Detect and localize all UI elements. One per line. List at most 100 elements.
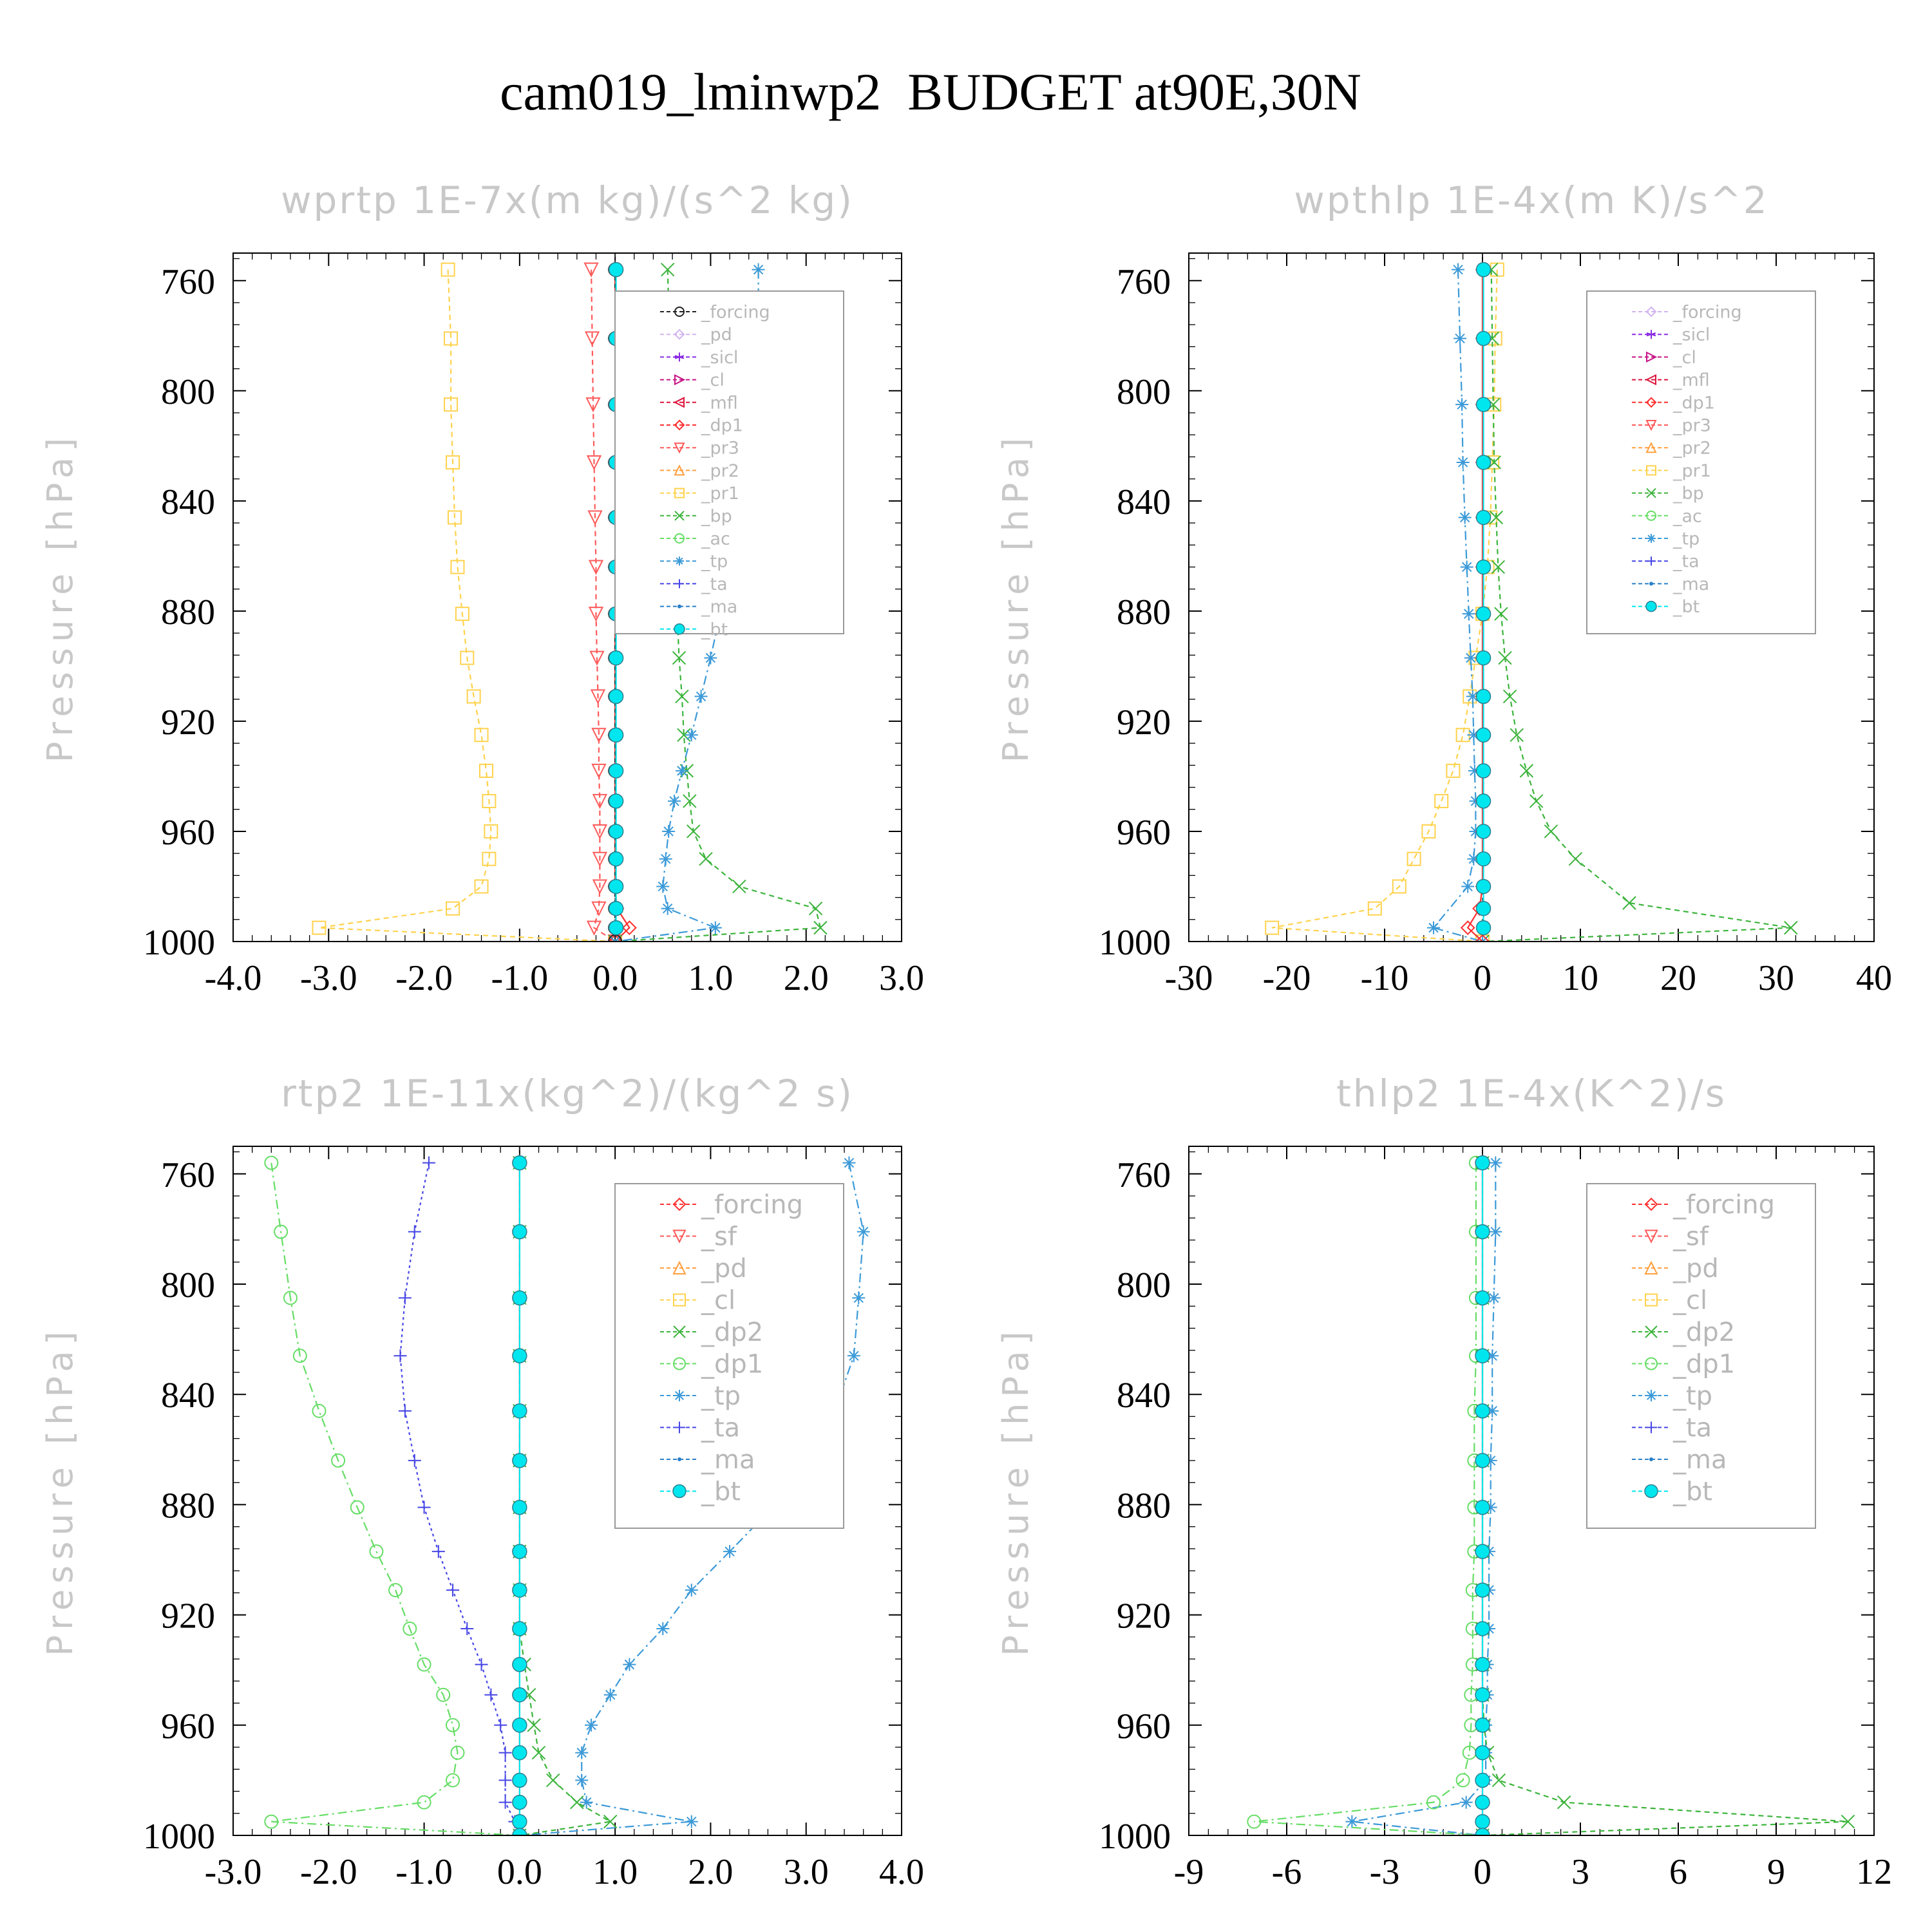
panel-title: thlp2 1E-4x(K^2)/s: [1336, 1072, 1727, 1115]
x-tick-label: 2.0: [784, 958, 829, 998]
legend-label: _pr1: [1672, 461, 1711, 481]
legend-label: _cl: [701, 1286, 735, 1316]
data-point-bp: [660, 262, 675, 277]
legend-label: _tp: [1672, 529, 1700, 549]
data-point-bp: [675, 689, 689, 704]
series-line-dp2: [518, 1162, 612, 1835]
x-tick-label: 12: [1856, 1852, 1892, 1892]
y-tick-label: 800: [161, 1265, 215, 1305]
legend-marker-forcing: [1644, 1197, 1658, 1211]
legend-label: _dp2: [1672, 1318, 1735, 1347]
data-point-dp1: [436, 1687, 451, 1702]
x-tick-label: 40: [1856, 958, 1892, 998]
data-point-pr1: [478, 763, 493, 778]
x-tick-label: 3: [1571, 1852, 1589, 1892]
data-point-bt: [512, 1499, 527, 1515]
legend-label: _pr1: [701, 484, 739, 504]
data-point-bt: [608, 824, 624, 839]
data-point-bp: [1622, 896, 1636, 910]
legend-label: _cl: [1672, 348, 1696, 368]
data-point-pr1: [440, 262, 455, 277]
series-line-pr3: [591, 269, 616, 942]
data-point-dp1: [264, 1814, 279, 1829]
data-point-bt: [1475, 763, 1492, 779]
panel-title: wprtp 1E-7x(m kg)/(s^2 kg): [281, 178, 854, 222]
data-point-bt: [512, 1403, 527, 1419]
data-point-bp: [677, 728, 691, 743]
data-point-tp: [1427, 921, 1440, 934]
legend-marker-ac: [674, 533, 685, 544]
data-point-tp: [1466, 690, 1479, 703]
data-point-tp: [662, 824, 676, 838]
data-point-tp: [1345, 1815, 1359, 1828]
legend-label: _ma: [1672, 1445, 1727, 1475]
data-point-pr1: [448, 510, 462, 525]
x-tick-label: -9: [1174, 1852, 1204, 1892]
x-tick-label: 1.0: [592, 1852, 638, 1892]
data-point-tp: [1456, 455, 1470, 469]
data-point-dp1: [417, 1657, 431, 1672]
data-point-tp: [704, 651, 717, 665]
legend-label: _cl: [1672, 1286, 1707, 1316]
legend-marker-pd: [1644, 1260, 1658, 1274]
legend-marker-ma: [677, 604, 681, 609]
data-point-dp1: [312, 1403, 327, 1418]
legend-marker-ma: [677, 1457, 681, 1461]
data-point-bt: [1475, 1403, 1490, 1419]
data-point-pr1: [474, 879, 489, 894]
y-axis-label: Pressure [hPa]: [40, 1325, 80, 1656]
legend-label: _sf: [701, 1222, 737, 1252]
legend-marker-ta: [674, 1421, 685, 1434]
figure-title: cam019_lminwp2 BUDGET at90E,30N: [500, 62, 1361, 121]
data-point-ta: [417, 1501, 431, 1514]
panel-3: rtp2 1E-11x(kg^2)/(kg^2 s) Pressure [hPa]…: [40, 1072, 924, 1892]
data-point-bt: [512, 1348, 527, 1364]
data-point-dp1: [1460, 920, 1475, 936]
legend-marker-pd: [674, 328, 685, 340]
data-point-tp: [1452, 263, 1464, 276]
legend-label: _dp1: [1672, 1350, 1735, 1379]
y-tick-label: 1000: [143, 923, 215, 963]
data-point-ta: [422, 1156, 435, 1170]
y-tick-label: 920: [1117, 703, 1171, 743]
data-point-dp1: [388, 1583, 403, 1598]
data-point-bt: [1475, 1828, 1490, 1835]
legend-label: _dp1: [701, 1350, 763, 1379]
x-tick-label: 3.0: [784, 1852, 829, 1892]
data-point-pr1: [1446, 763, 1461, 778]
legend-label: _ac: [701, 529, 730, 549]
data-point-bt: [608, 920, 624, 936]
data-point-bt: [608, 727, 624, 743]
y-tick-label: 880: [161, 1486, 215, 1526]
data-point-bt: [1475, 1224, 1490, 1240]
data-point-bt: [1475, 900, 1492, 916]
data-point-bt: [608, 851, 624, 867]
y-tick-label: 920: [161, 703, 215, 743]
data-point-pr1: [444, 331, 459, 346]
data-point-tp: [1486, 1404, 1499, 1417]
data-point-pr3: [588, 607, 604, 622]
legend-marker-tp: [675, 556, 684, 566]
data-point-tp: [694, 690, 708, 703]
data-point-tp: [1486, 1349, 1499, 1363]
data-point-pr1: [460, 650, 475, 665]
data-point-bp: [1487, 455, 1501, 469]
x-tick-label: 4.0: [879, 1852, 924, 1892]
data-point-bt: [1475, 824, 1492, 839]
data-point-bp: [1544, 824, 1558, 838]
data-point-bp: [1784, 920, 1798, 935]
data-point-bt: [1475, 606, 1492, 621]
data-point-dp2: [546, 1773, 560, 1788]
legend-marker-sicl: [1646, 330, 1656, 339]
data-point-bt: [1475, 1687, 1490, 1703]
data-point-bt: [1475, 1656, 1490, 1672]
data-point-bt: [512, 1794, 527, 1810]
legend-marker-ma: [1649, 1457, 1653, 1461]
data-point-bt: [1475, 920, 1492, 936]
legend-marker-bt: [672, 1484, 687, 1499]
series-line-tp: [519, 1162, 864, 1835]
data-point-dp2: [527, 1718, 541, 1732]
x-tick-label: 3.0: [879, 958, 924, 998]
legend-marker-cl: [1645, 1293, 1658, 1307]
data-point-bt: [512, 1745, 527, 1761]
